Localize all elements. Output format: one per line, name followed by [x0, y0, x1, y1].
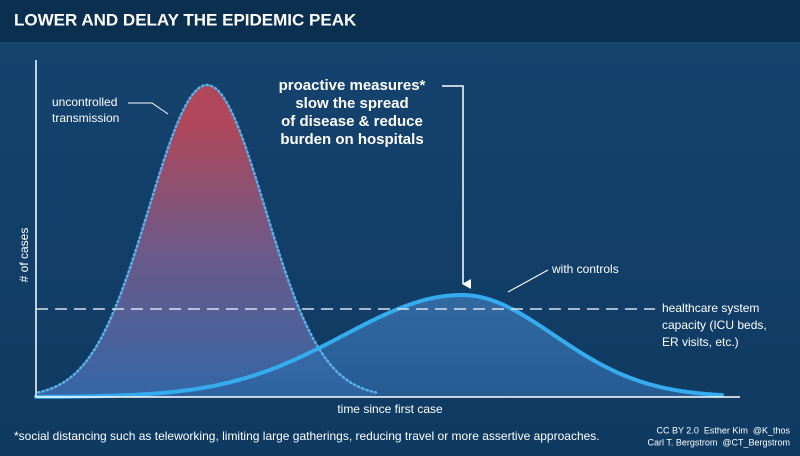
uncontrolled-area — [38, 85, 376, 397]
leader-line — [507, 269, 549, 293]
title: LOWER AND DELAY THE EPIDEMIC PEAK — [14, 10, 357, 29]
controlled-area — [36, 295, 722, 397]
credit: CC BY 2.0 Esther Kim @K_thos — [656, 425, 790, 435]
annotation: burden on hospitals — [280, 131, 423, 148]
capacity-label: ER visits, etc.) — [662, 335, 739, 349]
annotation: proactive measures* — [279, 77, 426, 94]
leader-line — [128, 102, 169, 115]
credit: Carl T. Bergstrom @CT_Bergstrom — [647, 437, 790, 447]
uncontrolled-label: uncontrolled — [52, 95, 117, 109]
annotation-arrow — [442, 85, 471, 289]
curves — [34, 83, 724, 399]
uncontrolled-label: transmission — [52, 111, 119, 125]
x-axis-label: time since first case — [337, 402, 443, 416]
controlled-curve — [34, 293, 724, 399]
capacity-label: capacity (ICU beds, — [662, 318, 767, 332]
capacity-label: healthcare system — [662, 301, 759, 315]
header-band — [0, 0, 800, 42]
y-axis-label: # of cases — [17, 228, 31, 283]
annotation: of disease & reduce — [281, 113, 423, 130]
footnote: *social distancing such as teleworking, … — [14, 429, 600, 443]
annotation: slow the spread — [295, 95, 408, 112]
controls-label: with controls — [551, 262, 619, 276]
